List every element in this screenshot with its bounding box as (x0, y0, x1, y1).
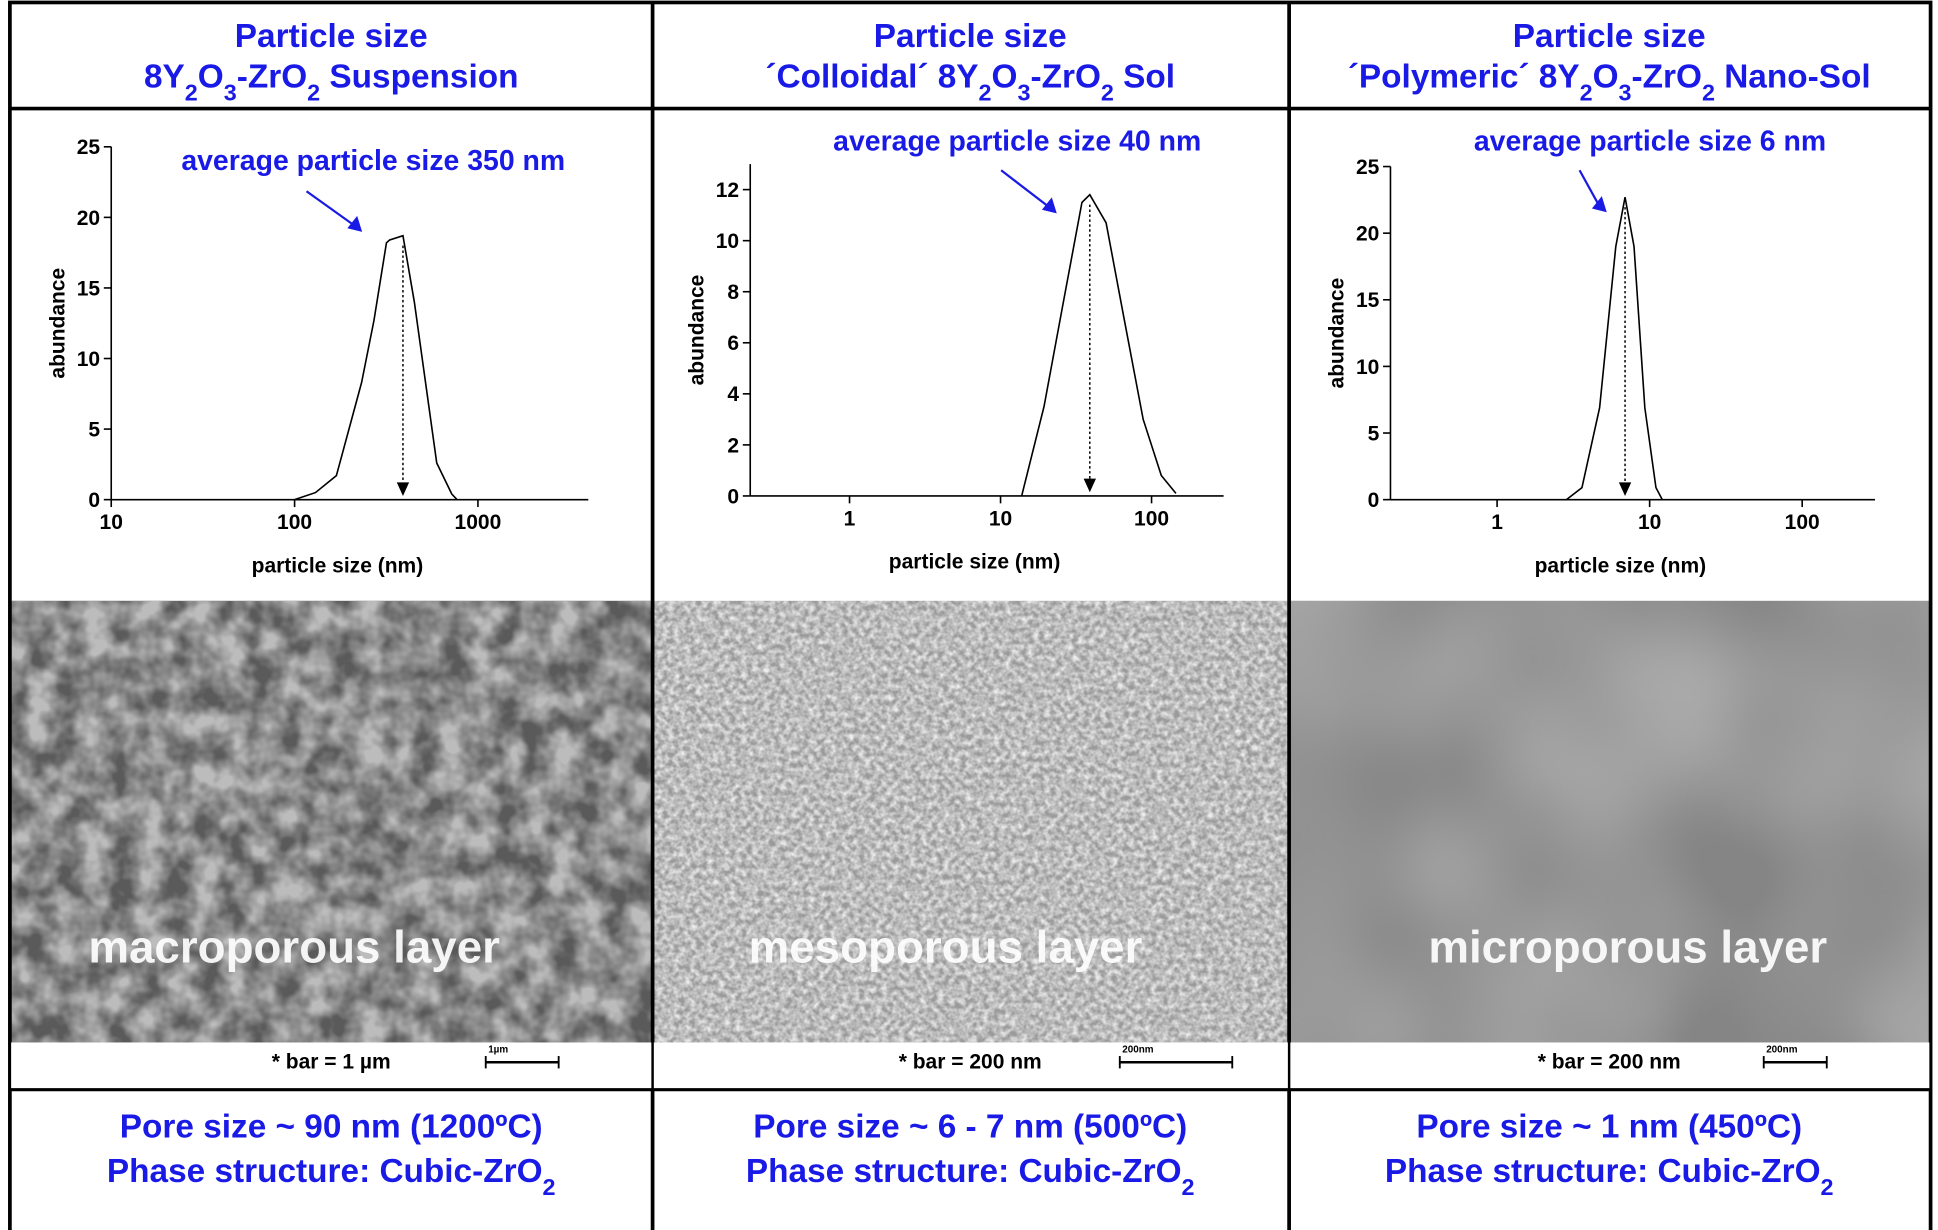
x-tick-label: 1 (1491, 511, 1503, 534)
scale-bar-label: 200nm (1122, 1044, 1154, 1055)
y-tick-label: 25 (77, 136, 101, 159)
annotation-arrow (305, 190, 356, 227)
y-tick-label: 10 (1356, 356, 1379, 379)
column-header: Particle size (235, 18, 428, 55)
scale-strip (1290, 1042, 1930, 1089)
y-axis-label: abundance (46, 268, 69, 379)
footer-text: Phase structure: Cubic-ZrO2 (746, 1153, 1195, 1200)
footer-text: Pore size ~ 6 - 7 nm (500ºC) (753, 1108, 1187, 1145)
x-tick-label: 10 (989, 508, 1012, 531)
scale-note: * bar = 200 nm (899, 1050, 1042, 1073)
x-tick-label: 1 (844, 508, 856, 531)
y-tick-label: 20 (1356, 223, 1379, 246)
y-axis-label: abundance (685, 275, 708, 386)
y-tick-label: 5 (88, 418, 100, 441)
data-line (1565, 197, 1663, 501)
y-tick-label: 10 (716, 230, 739, 253)
x-axis-label: particle size (nm) (1535, 554, 1707, 577)
annotation-arrow (1578, 169, 1601, 207)
x-tick-label: 100 (1785, 511, 1820, 534)
annotation-arrowhead (1041, 197, 1057, 214)
x-axis-label: particle size (nm) (889, 551, 1061, 574)
peak-arrowhead (1618, 482, 1632, 496)
layer-label: mesoporous layer (749, 921, 1143, 972)
sem-texture (653, 600, 1288, 1043)
column-header: Particle size (1513, 18, 1706, 55)
annotation-arrow (1000, 169, 1051, 209)
footer-text: Pore size ~ 1 nm (450ºC) (1416, 1108, 1802, 1145)
footer-text: Phase structure: Cubic-ZrO2 (107, 1153, 556, 1200)
y-tick-label: 5 (1368, 422, 1380, 445)
y-tick-label: 2 (727, 434, 739, 457)
layer-label: microporous layer (1428, 921, 1827, 972)
peak-arrowhead (396, 482, 410, 496)
sem-texture (1290, 600, 1930, 1043)
y-tick-label: 15 (1356, 289, 1380, 312)
y-tick-label: 12 (716, 179, 739, 202)
y-tick-label: 0 (88, 489, 100, 512)
annotation: average particle size 350 nm (181, 145, 565, 177)
y-tick-label: 6 (727, 332, 739, 355)
x-tick-label: 100 (1134, 508, 1169, 531)
layer-label: macroporous layer (88, 921, 500, 972)
x-tick-label: 10 (1638, 511, 1661, 534)
scale-strip (11, 1042, 652, 1089)
y-tick-label: 4 (727, 383, 739, 406)
x-axis-label: particle size (nm) (252, 554, 424, 577)
column-header: Particle size (874, 18, 1067, 55)
table-grid (8, 0, 1933, 1230)
y-axis-label: abundance (1325, 278, 1348, 389)
scale-strip (653, 1042, 1288, 1089)
data-line (294, 234, 458, 501)
column-header: ´Polymeric´ 8Y2O3-ZrO2 Nano-Sol (1348, 59, 1871, 106)
x-tick-label: 10 (100, 511, 123, 534)
y-tick-label: 15 (77, 277, 101, 300)
annotation: average particle size 6 nm (1474, 126, 1826, 158)
y-tick-label: 10 (77, 348, 100, 371)
y-tick-label: 8 (727, 281, 739, 304)
x-tick-label: 1000 (455, 511, 502, 534)
y-tick-label: 20 (77, 207, 100, 230)
scale-note: * bar = 1 µm (272, 1050, 391, 1073)
y-tick-label: 0 (1368, 489, 1380, 512)
peak-arrowhead (1083, 478, 1096, 493)
column-header: 8Y2O3-ZrO2 Suspension (144, 59, 519, 106)
annotation: average particle size 40 nm (833, 126, 1201, 158)
y-tick-label: 25 (1356, 156, 1380, 179)
y-tick-label: 0 (727, 485, 739, 508)
sem-texture (11, 600, 652, 1043)
scale-note: * bar = 200 nm (1538, 1050, 1681, 1073)
annotation-arrowhead (1591, 196, 1607, 213)
data-line (1020, 193, 1177, 497)
x-tick-label: 100 (277, 511, 312, 534)
footer-text: Phase structure: Cubic-ZrO2 (1385, 1153, 1834, 1200)
footer-text: Pore size ~ 90 nm (1200ºC) (120, 1108, 543, 1145)
scale-bar-label: 1µm (488, 1044, 508, 1055)
annotation-arrowhead (347, 215, 363, 232)
scale-bar-label: 200nm (1766, 1044, 1798, 1055)
column-header: ´Colloidal´ 8Y2O3-ZrO2 Sol (765, 59, 1175, 106)
